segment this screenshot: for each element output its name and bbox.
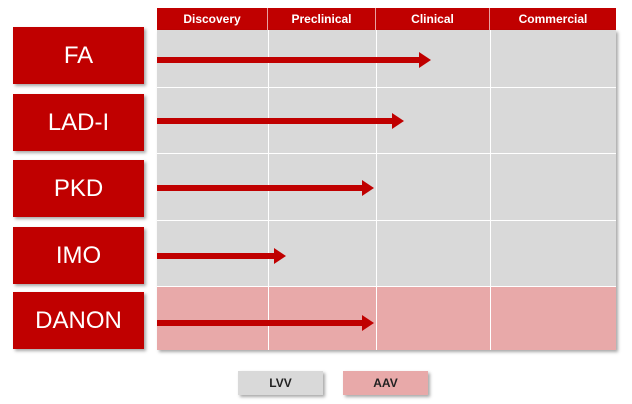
program-label-fa: FA bbox=[13, 27, 144, 84]
column-divider bbox=[490, 30, 491, 350]
progress-arrow-pkd bbox=[157, 180, 374, 196]
stage-header-clinical: Clinical bbox=[376, 8, 490, 30]
stage-header-preclinical: Preclinical bbox=[268, 8, 376, 30]
column-divider bbox=[376, 30, 377, 350]
pipeline-grid bbox=[157, 30, 616, 350]
program-label-pkd: PKD bbox=[13, 160, 144, 217]
legend-aav: AAV bbox=[343, 371, 428, 395]
legend-lvv-label: LVV bbox=[269, 376, 292, 390]
pipeline-header: Discovery Preclinical Clinical Commercia… bbox=[157, 8, 616, 30]
progress-arrow-danon bbox=[157, 315, 374, 331]
progress-arrow-lad-i bbox=[157, 113, 404, 129]
progress-arrow-imo bbox=[157, 248, 286, 264]
row-danon bbox=[157, 287, 616, 350]
progress-arrow-fa bbox=[157, 52, 431, 68]
program-label-danon: DANON bbox=[13, 292, 144, 349]
program-label-lad-i: LAD-I bbox=[13, 94, 144, 151]
program-label-imo: IMO bbox=[13, 227, 144, 284]
stage-header-commercial: Commercial bbox=[518, 12, 588, 26]
legend-aav-label: AAV bbox=[373, 376, 398, 390]
stage-header-discovery: Discovery bbox=[157, 8, 268, 30]
legend-lvv: LVV bbox=[238, 371, 323, 395]
